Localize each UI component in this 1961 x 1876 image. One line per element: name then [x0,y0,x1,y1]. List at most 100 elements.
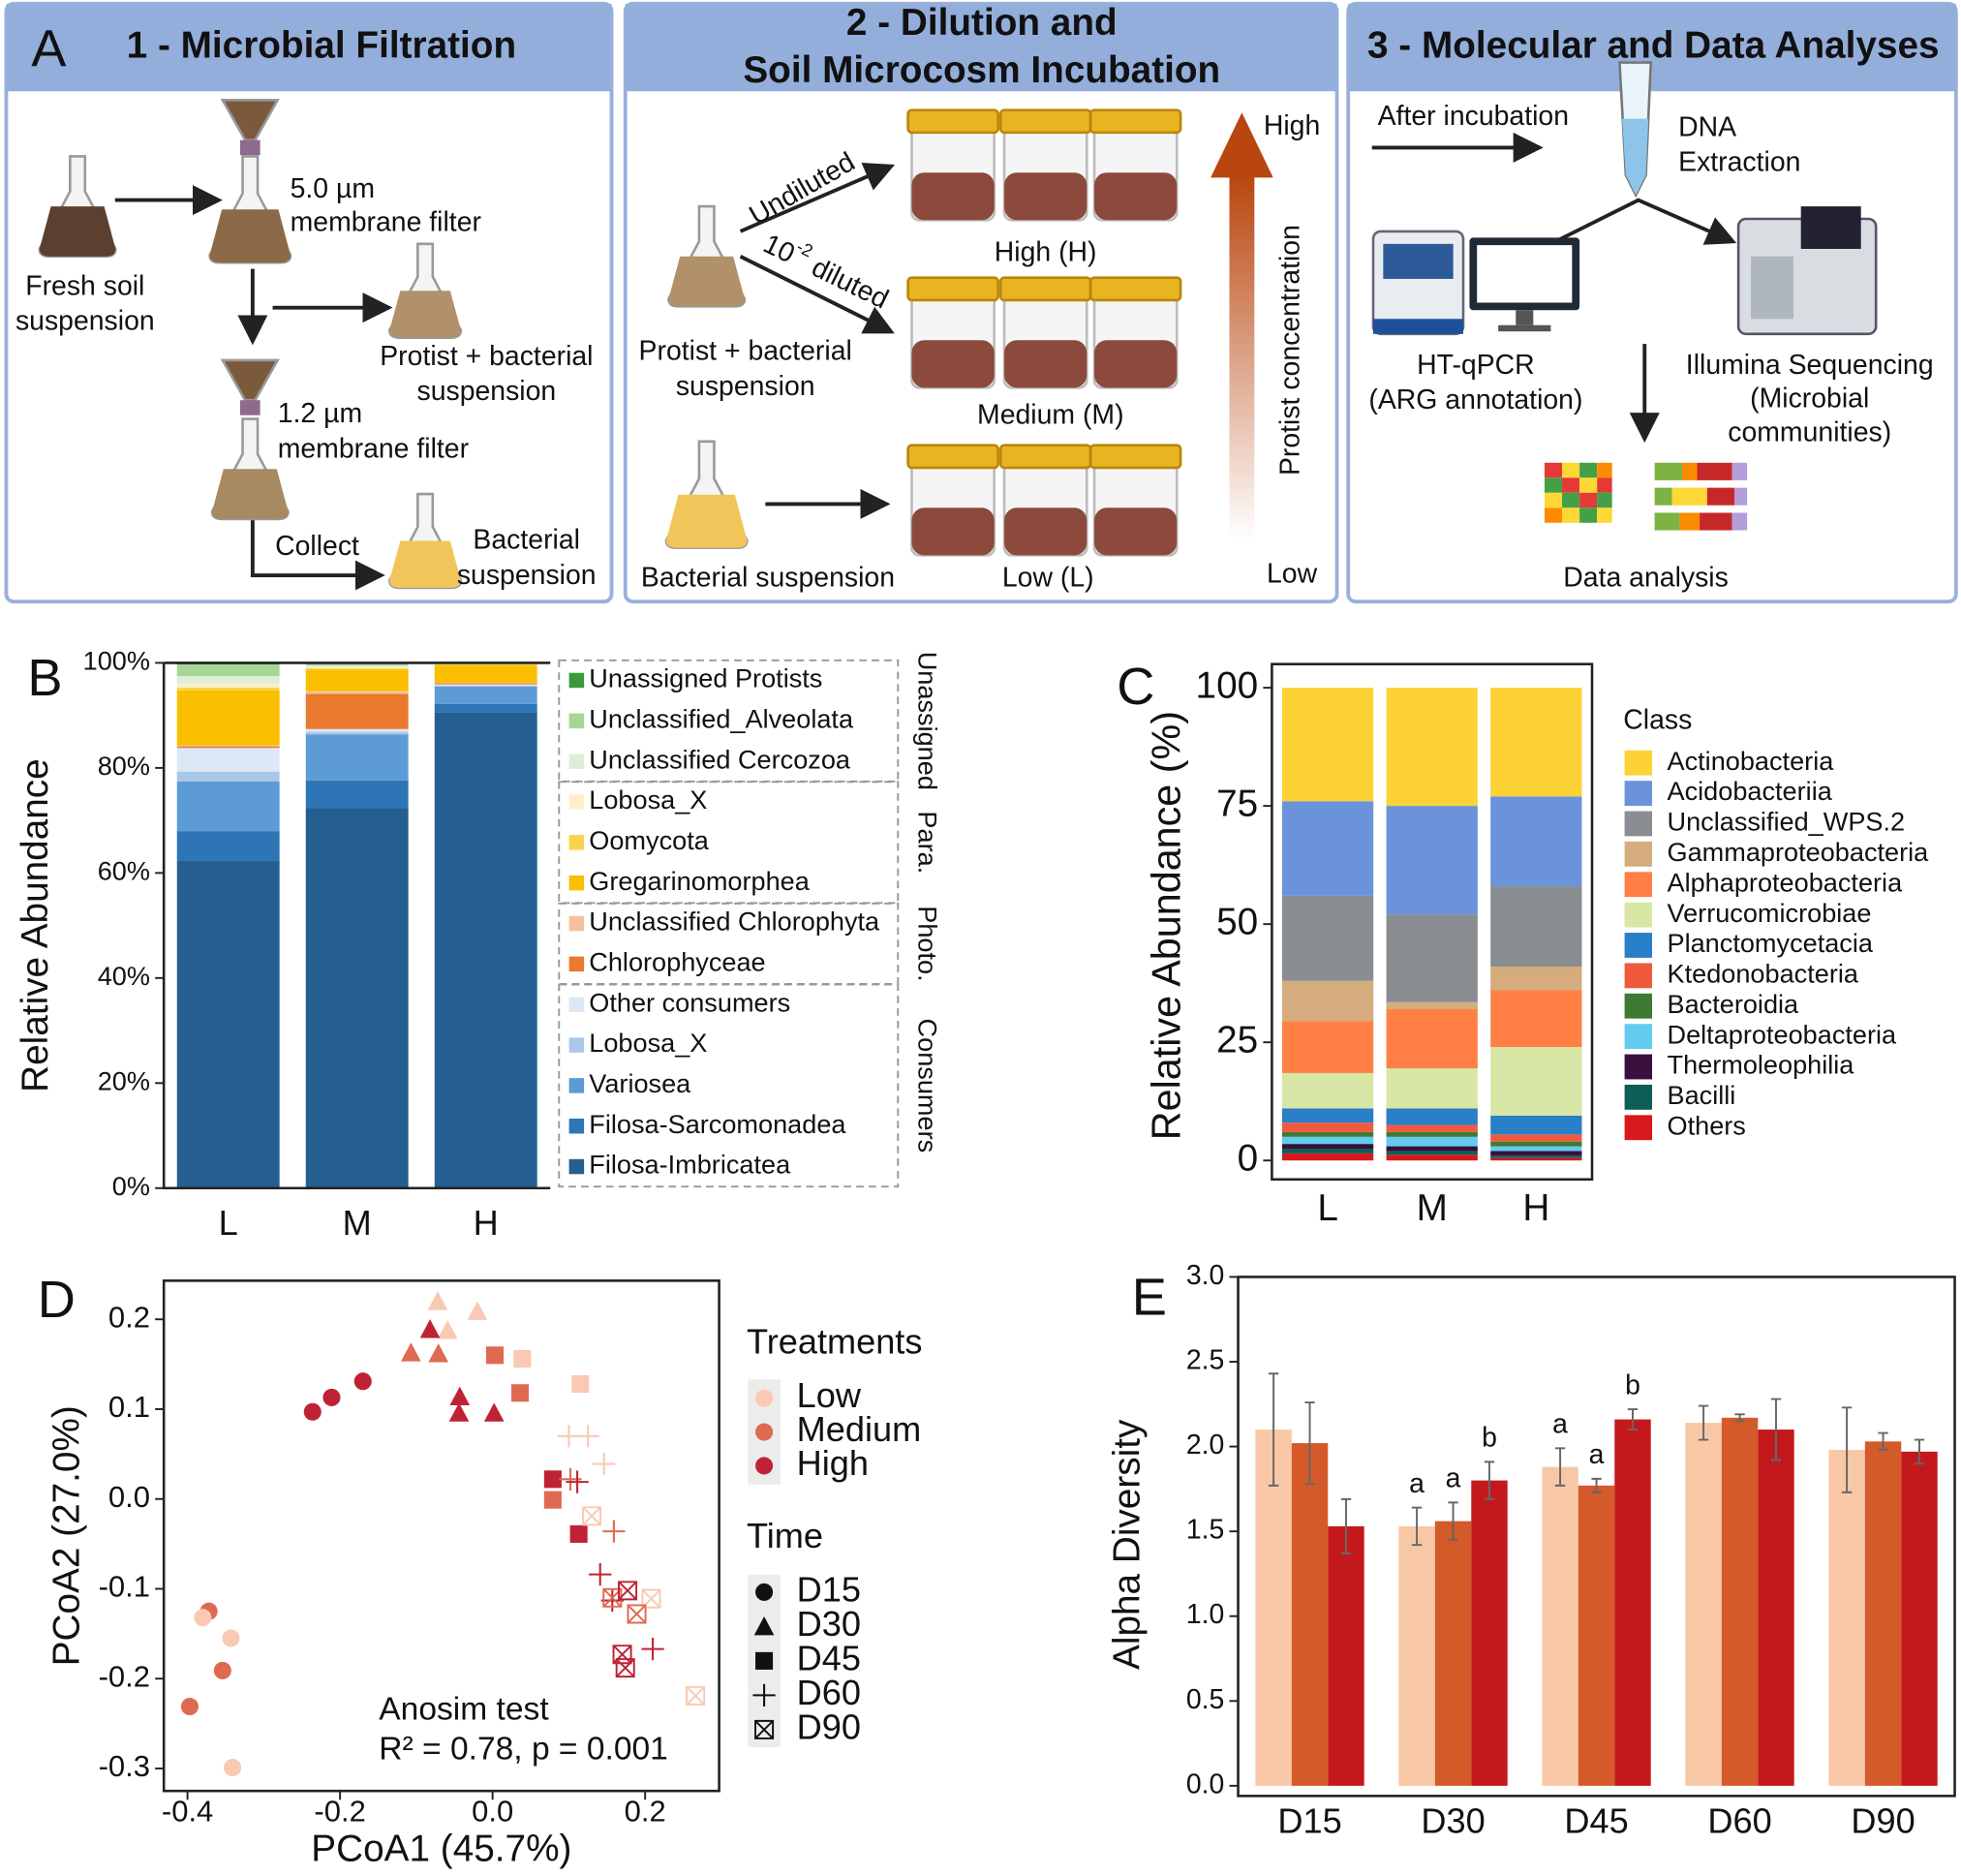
x-tick-label: D45 [1564,1800,1628,1840]
error-bar [1734,1413,1745,1423]
jar-soil [911,172,995,221]
point [303,1402,322,1421]
jar-lid [906,444,999,470]
bar-segment [1281,1131,1374,1137]
error-bar [1591,1477,1602,1493]
bar-segment [305,667,409,670]
jar-soil [1094,172,1178,221]
legend-marker [755,1457,774,1475]
axis-title: Relative Abundance (%) [1144,711,1188,1140]
point [686,1685,706,1706]
bar-segment [1490,1134,1582,1142]
bar [1864,1441,1902,1786]
bar-segment [1386,914,1478,1002]
bar-segment [176,664,280,676]
x-tick-label: 0.0 [472,1795,513,1829]
x-tick-label: L [219,1203,238,1243]
bar-segment [1490,796,1582,887]
point [593,1452,616,1476]
flask-liquid [39,206,116,257]
legend-swatch [1624,933,1653,958]
legend-label: Lobosa_X [589,784,707,815]
legend-label: Filosa-Sarcomonadea [589,1109,846,1139]
legend-swatch [1624,750,1653,776]
label: Protist + bacterial [380,341,593,372]
bar-segment [1386,1136,1478,1147]
legend-title: Treatments [747,1322,922,1362]
y-tick-label: 100 [1196,664,1259,706]
legend-label: Others [1668,1110,1746,1140]
point [448,1402,470,1422]
bar-segment [1386,688,1478,807]
legend-label: Variosea [589,1068,691,1098]
point [543,1491,562,1509]
bar-segment [305,808,409,1188]
point [194,1609,212,1627]
axis-title: Alpha Diversity [1106,1419,1148,1670]
error-bar [1554,1447,1566,1487]
y-tick-label: 60% [98,856,150,886]
point [513,1349,532,1369]
label: Medium (M) [977,400,1124,431]
label: 5.0 µm [291,173,375,204]
point [213,1661,231,1679]
error-bar [1340,1497,1352,1554]
axis-title: PCoA2 (27.0%) [46,1405,87,1666]
point [600,1588,624,1613]
label: Data analysis [1563,562,1729,593]
label: Illumina Sequencing [1686,350,1934,381]
y-tick-label: -0.1 [99,1570,150,1604]
bar [1828,1450,1865,1786]
x-tick-label: -0.2 [314,1795,365,1829]
label: Fresh soil [25,271,144,302]
x-tick-label: H [474,1203,499,1243]
bar [1471,1480,1508,1786]
label: suspension [15,306,155,337]
legend-swatch [1624,902,1653,928]
legend-swatch [568,875,585,891]
point [576,1425,599,1448]
y-tick-label: -0.3 [99,1749,150,1783]
jar-lid [998,444,1092,470]
bar-segment [434,664,537,665]
point [641,1638,664,1661]
plot-frame [1237,1276,1956,1798]
jar-lid [1088,108,1182,135]
point [557,1425,581,1448]
y-tick-label: 0.0 [108,1480,150,1514]
jar-lid [998,108,1092,135]
x-tick-label: M [343,1203,372,1243]
bar-segment [434,664,537,684]
point [627,1604,647,1624]
bar-segment [305,669,409,692]
legend-group-label: Para. [913,811,943,874]
panel-label: A [31,20,67,78]
legend-label: Medium [797,1409,922,1449]
bar [1614,1419,1651,1786]
legend-swatch [568,915,585,932]
label: (ARG annotation) [1368,384,1582,415]
legend-label: Acidobacteriia [1668,776,1833,806]
legend-label: Thermoleophilia [1668,1050,1855,1080]
bar-segment [176,860,280,1188]
y-tick-label: 0.5 [1186,1684,1225,1715]
panel-header: 2 - Dilution and [846,2,1118,44]
panel-a-arrows [114,132,1737,591]
legend-swatch [568,713,585,729]
bar-segment [434,685,537,687]
jar-lid [1088,276,1182,302]
bar-segment [1386,1001,1478,1010]
point [510,1384,530,1402]
jar-soil [1004,507,1088,556]
x-tick-label: -0.4 [162,1795,213,1829]
jar-soil [1004,340,1088,388]
panel-label: E [1132,1268,1167,1326]
bar [1291,1443,1329,1786]
legend-label: D15 [797,1569,861,1609]
annotation: R² = 0.78, p = 0.001 [379,1732,668,1768]
filter [239,139,260,156]
bar-segment [1386,1151,1478,1155]
legend-label: Unclassified_Alveolata [589,703,854,733]
y-tick-label: 2.0 [1186,1430,1225,1461]
bar-segment [1490,1141,1582,1147]
